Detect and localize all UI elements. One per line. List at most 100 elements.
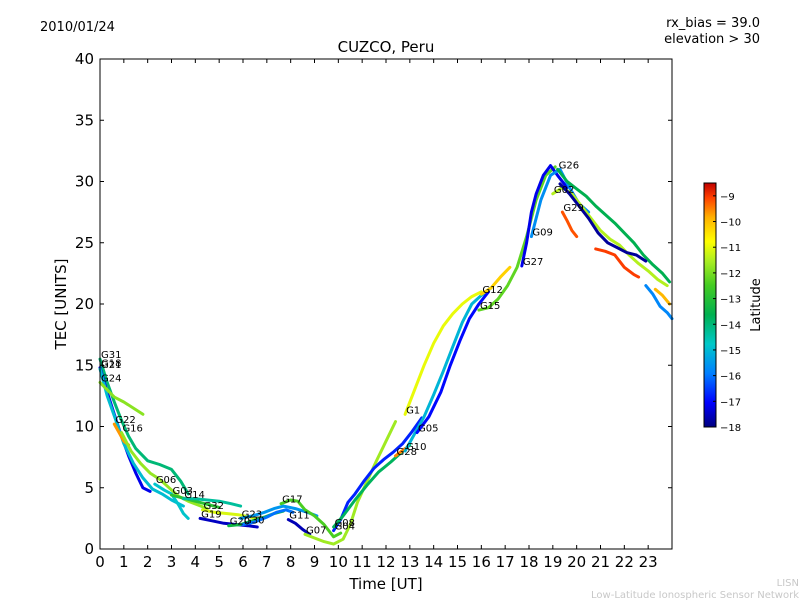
- sat-label-G06: G06: [156, 475, 176, 486]
- colorbar: [703, 182, 717, 428]
- sat-label-G10: G10: [406, 442, 426, 453]
- series-G28: [394, 447, 407, 458]
- series-G21: [98, 367, 185, 508]
- y-tick-label: 30: [75, 173, 94, 191]
- sat-label-G20: G20: [230, 517, 250, 528]
- sat-label-G21: G21: [101, 360, 121, 371]
- plot-frame: [99, 58, 673, 550]
- sat-label-G08: G08: [335, 518, 355, 529]
- sat-label-G18: G18: [101, 359, 121, 370]
- sat-label-G22: G22: [115, 415, 135, 426]
- sat-label-G15: G15: [480, 301, 500, 312]
- y-tick-label: 15: [75, 356, 94, 374]
- x-tick-label: 2: [143, 553, 153, 571]
- series-G04: [332, 416, 424, 533]
- series-G19: [198, 516, 259, 529]
- sat-label-G14: G14: [184, 490, 204, 501]
- y-tick-label: 35: [75, 111, 94, 129]
- x-tick-label: 16: [472, 553, 491, 571]
- x-tick-label: 13: [400, 553, 419, 571]
- series-G03: [170, 493, 221, 509]
- series-G05: [415, 290, 490, 435]
- sat-label-G16: G16: [122, 424, 142, 435]
- sat-label-G29: G29: [563, 203, 583, 214]
- sat-label-G31: G31: [101, 350, 121, 361]
- sat-label-G32: G32: [203, 501, 223, 512]
- series-G07: [303, 420, 397, 546]
- colorbar-tick-label: −16: [720, 372, 741, 383]
- y-tick-label: 5: [84, 479, 94, 497]
- colorbar-tick-label: −18: [720, 423, 741, 434]
- x-tick-label: 17: [496, 553, 515, 571]
- series-G30: [241, 508, 295, 526]
- sat-label-G23: G23: [242, 509, 262, 520]
- colorbar-tick-label: −17: [720, 397, 741, 408]
- x-tick-label: 22: [615, 553, 634, 571]
- sat-label-G24: G24: [101, 373, 121, 384]
- x-tick-label: 15: [448, 553, 467, 571]
- x-tick-label: 6: [238, 553, 248, 571]
- x-tick-label: 18: [519, 553, 538, 571]
- x-tick-label: 23: [639, 553, 658, 571]
- series-trace-31: [594, 247, 641, 279]
- y-tick-label: 40: [75, 50, 94, 68]
- x-tick-label: 11: [353, 553, 372, 571]
- y-tick-label: 10: [75, 418, 94, 436]
- series-G06: [153, 482, 190, 520]
- colorbar-tick-label: −9: [720, 192, 735, 203]
- y-tick-label: 25: [75, 234, 94, 252]
- sat-label-G1: G1: [406, 405, 420, 416]
- x-tick-label: 10: [329, 553, 348, 571]
- series-G12: [479, 265, 512, 296]
- colorbar-tick-label: −13: [720, 295, 741, 306]
- series-trace-33: [653, 287, 672, 306]
- date-label: 2010/01/24: [40, 20, 115, 35]
- colorbar-tick-label: −12: [720, 269, 741, 280]
- series-G24: [98, 380, 145, 416]
- series-trace-32: [644, 284, 674, 321]
- series-G11: [286, 518, 312, 536]
- sat-label-G04: G04: [335, 522, 355, 533]
- x-tick-label: 14: [424, 553, 443, 571]
- series-G29: [560, 210, 579, 239]
- series-G27: [520, 164, 569, 268]
- x-tick-label: 19: [543, 553, 562, 571]
- series-G1: [403, 290, 483, 416]
- footer-network: Low-Latitude Ionospheric Sensor Network: [591, 590, 799, 600]
- colorbar-label: Latitude: [749, 278, 764, 332]
- x-tick-label: 12: [376, 553, 395, 571]
- sat-label-G17: G17: [282, 495, 302, 506]
- colorbar-tick-label: −10: [720, 218, 741, 229]
- x-axis-label: Time [UT]: [348, 575, 422, 593]
- sat-label-G12: G12: [482, 285, 502, 296]
- x-tick-label: 20: [567, 553, 586, 571]
- sat-label-G05: G05: [418, 424, 438, 435]
- sat-label-G03: G03: [173, 486, 193, 497]
- x-tick-label: 1: [119, 553, 129, 571]
- sat-label-G09: G09: [532, 228, 552, 239]
- series-G14: [181, 497, 243, 508]
- sat-label-G19: G19: [201, 509, 221, 520]
- sat-label-G30: G30: [244, 516, 264, 527]
- y-tick-label: 20: [75, 295, 94, 313]
- x-tick-label: 4: [191, 553, 201, 571]
- colorbar-tick-label: −11: [720, 243, 741, 254]
- sat-label-G26: G26: [559, 160, 579, 171]
- sat-label-G27: G27: [523, 257, 543, 268]
- x-tick-label: 9: [310, 553, 320, 571]
- footer-lisn: LISN: [777, 578, 799, 589]
- series-G02: [551, 186, 669, 288]
- rx-bias-label: rx_bias = 39.0: [666, 16, 760, 31]
- y-tick-label: 0: [84, 540, 94, 558]
- sat-label-G28: G28: [397, 447, 417, 458]
- sat-label-G07: G07: [306, 525, 326, 536]
- x-tick-label: 3: [167, 553, 177, 571]
- series-trace-30: [558, 182, 648, 263]
- series-G16: [120, 431, 209, 511]
- series-G15: [477, 165, 557, 312]
- chart-title: CUZCO, Peru: [338, 38, 435, 56]
- colorbar-tick-label: −15: [720, 346, 741, 357]
- series-G10: [403, 286, 493, 453]
